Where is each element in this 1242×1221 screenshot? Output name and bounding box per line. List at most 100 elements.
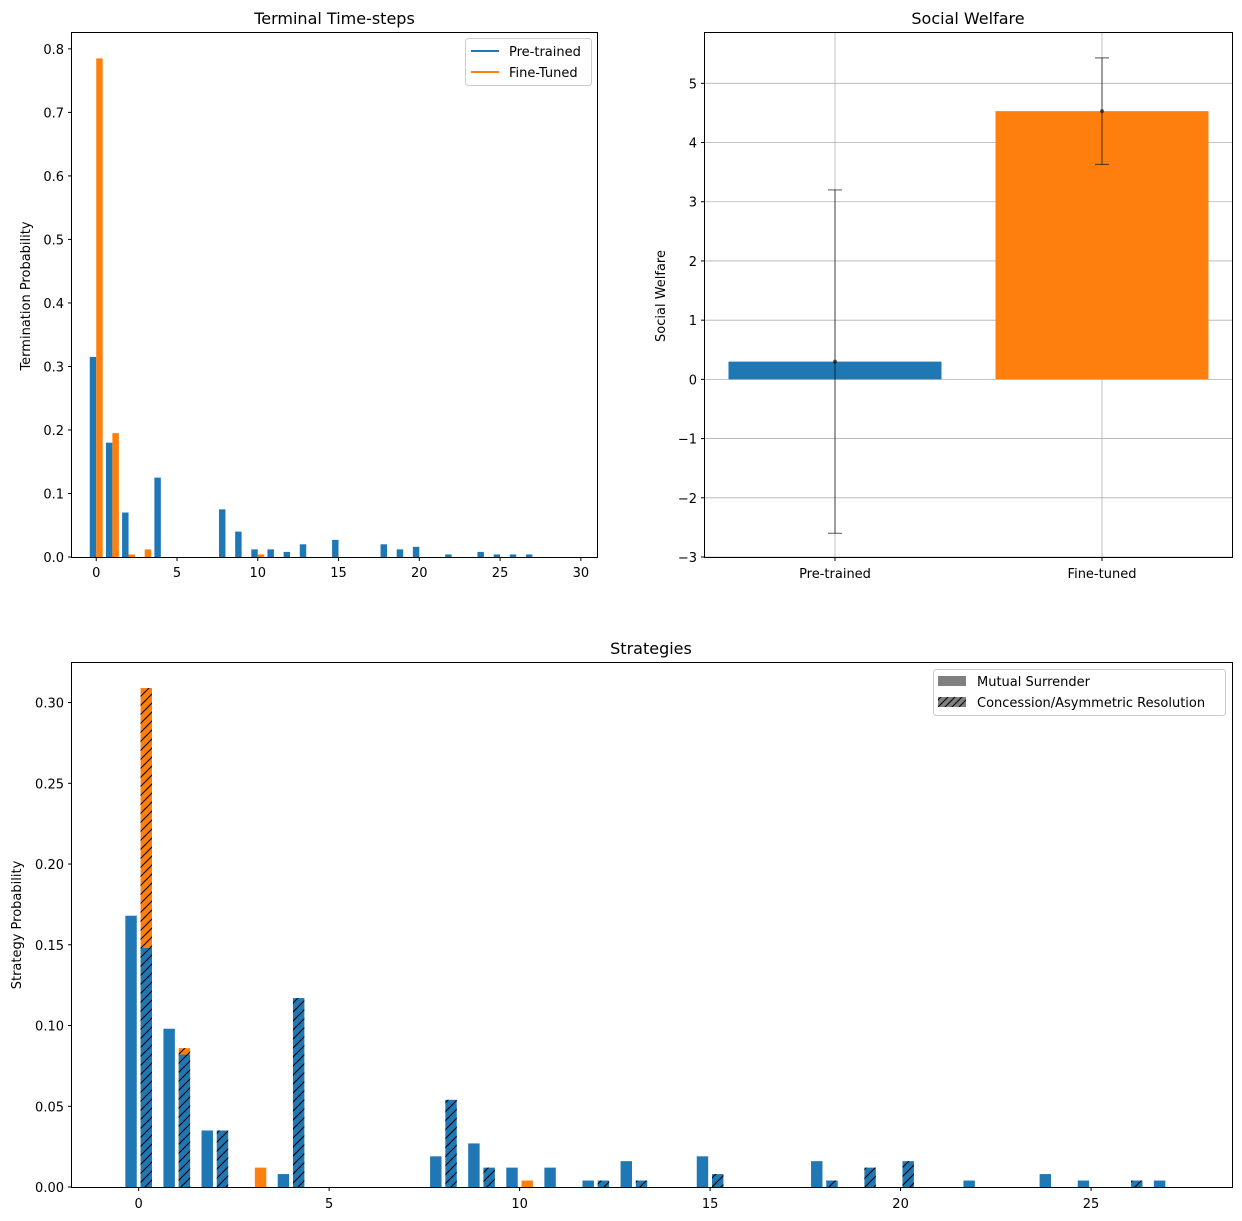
- bar-pre-trained-mutual-surrender-t13: [620, 1161, 632, 1187]
- ytick-label: 3: [689, 196, 697, 211]
- bar-hatch-fine-tuned-concession-asymmetric-resolution-t0: [140, 688, 152, 1187]
- bar-pre-trained-mutual-surrender-t0: [125, 915, 137, 1187]
- ytick-label: 0.5: [43, 233, 64, 248]
- bar-hatch-pre-trained-concession-asymmetric-resolution-t13: [635, 1180, 648, 1187]
- bar-finetuned-t0: [96, 58, 103, 557]
- bar-hatch-pre-trained-concession-asymmetric-resolution-t8: [445, 1099, 457, 1187]
- bar-pretrained-t20: [412, 546, 420, 557]
- bar-pre-trained-mutual-surrender-t8: [430, 1156, 442, 1187]
- bar-finetuned-t10: [257, 554, 265, 557]
- ytick-label: 0.3: [43, 360, 64, 375]
- ytick-label: 0.30: [35, 697, 64, 712]
- bar-pretrained-t19: [396, 549, 404, 557]
- strategies-chart-ylabel: Strategy Probability: [10, 860, 25, 989]
- ytick-label: 0.4: [43, 297, 64, 312]
- welfare-chart-title: Social Welfare: [911, 9, 1024, 28]
- xtick-label: 30: [573, 566, 590, 581]
- ytick-label: 0.8: [43, 43, 64, 58]
- ytick-label: 0.6: [43, 170, 64, 185]
- ytick-label: 0.1: [43, 487, 64, 502]
- ytick-label: 0.10: [35, 1020, 64, 1035]
- welfare-chart-frame: [704, 32, 1233, 558]
- bar-pre-trained-mutual-surrender-t12: [582, 1180, 594, 1187]
- bar-pre-trained-mutual-surrender-t27: [1153, 1180, 1166, 1187]
- welfare-chart-xticks: Pre-trained Fine-tuned: [799, 557, 1136, 582]
- welfare-chart-errorbars: [828, 57, 1109, 534]
- ytick-label: 5: [689, 77, 697, 92]
- xtick-label: Fine-tuned: [1068, 567, 1137, 582]
- xtick-label: 10: [511, 1197, 528, 1212]
- social-welfare-chart: Social Welfare Social Welfare Pre-traine…: [654, 9, 1233, 582]
- bar-hatch-pre-trained-concession-asymmetric-resolution-t2: [216, 1130, 229, 1187]
- strategies-chart-yticks: 0.00 0.05 0.10 0.15 0.20 0.25 0.30: [35, 697, 72, 1196]
- ytick-label: 1: [689, 314, 697, 329]
- bar-hatch-pre-trained-concession-asymmetric-resolution-t18: [826, 1180, 838, 1187]
- legend-label-pretrained: Pre-trained: [509, 45, 581, 60]
- bar-pretrained-t1: [105, 442, 113, 557]
- terminal-chart-yticks: 0.0 0.1 0.2 0.3 0.4 0.5 0.6 0.7 0.8: [43, 43, 72, 566]
- bar-pretrained-t10: [251, 549, 258, 557]
- ytick-label: 0.7: [43, 106, 64, 121]
- terminal-chart-title: Terminal Time-steps: [253, 9, 415, 28]
- terminal-chart-legend: Pre-trained Fine-Tuned: [465, 38, 592, 86]
- ytick-label: −2: [678, 492, 697, 507]
- bar-pretrained-t24: [477, 551, 484, 557]
- bar-finetuned-t3: [144, 549, 152, 557]
- strategies-chart-frame: [71, 662, 1233, 1188]
- ytick-label: 0.05: [35, 1100, 64, 1115]
- bar-pretrained-t4: [154, 477, 161, 557]
- bar-pretrained-t8: [219, 509, 226, 557]
- legend-label-finetuned: Fine-Tuned: [509, 66, 578, 81]
- xtick-label: Pre-trained: [799, 567, 871, 582]
- strategies-chart-bars: [125, 688, 1166, 1187]
- bar-pretrained-t18: [380, 544, 387, 557]
- xtick-label: 5: [173, 566, 181, 581]
- errorbar-mean-dot: [833, 359, 837, 364]
- strategies-chart-legend: Mutual Surrender Concession/Asymmetric R…: [933, 669, 1226, 716]
- bar-pre-trained-mutual-surrender-t9: [468, 1143, 480, 1187]
- bar-pre-trained-mutual-surrender-t24: [1039, 1174, 1052, 1187]
- ytick-label: 0.15: [35, 939, 64, 954]
- ytick-label: 0.20: [35, 858, 64, 873]
- strategies-chart-xticks: 0 5 10 15 20 25: [135, 1187, 1099, 1212]
- bar-pretrained-t27: [525, 554, 533, 557]
- bar-pretrained-t2: [122, 512, 129, 557]
- ytick-label: −1: [678, 433, 697, 448]
- bar-pretrained-t15: [332, 539, 339, 557]
- bar-pretrained-t26: [509, 554, 517, 557]
- bar-pre-trained-mutual-surrender-t2: [201, 1130, 213, 1187]
- bar-pre-trained-mutual-surrender-t25: [1077, 1180, 1090, 1187]
- bar-pre-trained-mutual-surrender-t1: [163, 1028, 175, 1187]
- terminal-chart-bars: [89, 58, 533, 557]
- legend-box: [933, 669, 1226, 716]
- xtick-label: 5: [325, 1197, 333, 1212]
- bar-pretrained-t13: [299, 544, 307, 557]
- strategies-chart: Strategies Strategy Probability 0 5 10 15 20…: [10, 639, 1233, 1212]
- terminal-chart-ylabel: Termination Probability: [19, 221, 34, 371]
- terminal-timesteps-chart: Terminal Time-steps Termination Probabil…: [19, 9, 598, 581]
- ytick-label: 0.2: [43, 424, 64, 439]
- bar-hatch-pre-trained-concession-asymmetric-resolution-t4: [292, 998, 305, 1187]
- ytick-label: 0.25: [35, 777, 64, 792]
- bar-pre-trained-mutual-surrender-t4: [277, 1174, 290, 1187]
- bar-finetuned-t2: [128, 554, 135, 557]
- bar-hatch-pre-trained-concession-asymmetric-resolution-t1: [178, 1054, 191, 1187]
- xtick-label: 0: [135, 1197, 143, 1212]
- xtick-label: 15: [702, 1197, 719, 1212]
- welfare-chart-ylabel: Social Welfare: [654, 250, 669, 342]
- ytick-label: 0: [689, 373, 697, 388]
- legend-swatch-mutual-surrender: [938, 676, 966, 686]
- ytick-label: 2: [689, 255, 697, 270]
- bar-pre-trained-mutual-surrender-t22: [963, 1180, 975, 1187]
- bar-hatch-pre-trained-concession-asymmetric-resolution-t0: [140, 948, 152, 1187]
- legend-label-concession: Concession/Asymmetric Resolution: [977, 696, 1205, 711]
- ytick-label: 0.0: [43, 551, 64, 566]
- bar-fine-tuned-mutual-surrender-t10: [521, 1180, 533, 1187]
- welfare-chart-bars: [728, 111, 1209, 380]
- ytick-label: −3: [678, 551, 697, 566]
- bar-hatch-pre-trained-concession-asymmetric-resolution-t15: [712, 1174, 724, 1187]
- bar-pretrained-t22: [445, 554, 452, 557]
- bar-finetuned-t1: [112, 433, 119, 557]
- xtick-label: 10: [249, 566, 266, 581]
- bar-hatch-pre-trained-concession-asymmetric-resolution-t9: [483, 1167, 495, 1187]
